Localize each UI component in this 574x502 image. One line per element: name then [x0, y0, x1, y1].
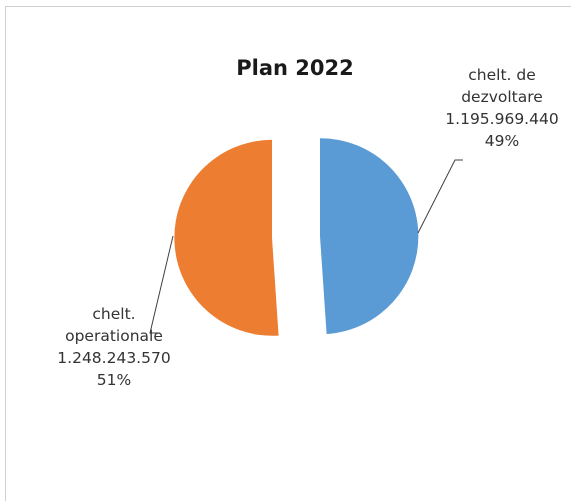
label-value: 1.248.243.570	[57, 349, 171, 367]
label-name-line1: chelt. de	[468, 66, 536, 84]
label-percent: 51%	[96, 371, 132, 389]
label-percent: 49%	[484, 132, 520, 150]
label-name-line2: operationale	[65, 327, 163, 345]
slice-operationale	[174, 139, 279, 336]
leader-line-dezvoltare	[417, 159, 463, 234]
label-name-line2: dezvoltare	[461, 88, 543, 106]
chart-area	[5, 6, 571, 501]
data-label-operationale: chelt. operationale 1.248.243.570 51%	[35, 303, 193, 391]
label-value: 1.195.969.440	[445, 110, 559, 128]
leader-line-operationale	[149, 235, 174, 334]
slice-dezvoltare	[320, 138, 419, 334]
data-label-dezvoltare: chelt. de dezvoltare 1.195.969.440 49%	[432, 64, 572, 152]
label-name-line1: chelt.	[92, 305, 136, 323]
chart-title: Plan 2022	[236, 56, 354, 80]
